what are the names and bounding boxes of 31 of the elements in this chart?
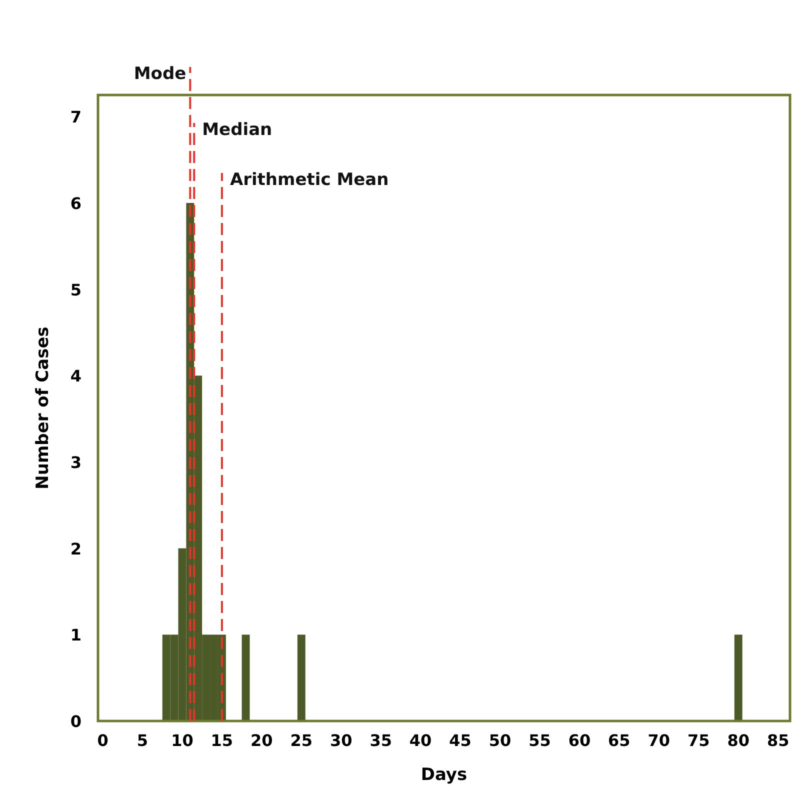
x-tick-label: 10 — [171, 731, 194, 750]
x-tick-label: 75 — [688, 731, 710, 750]
x-tick-label: 35 — [370, 731, 392, 750]
ref-line-label: Median — [202, 120, 272, 140]
x-tick-label: 40 — [409, 731, 432, 750]
ref-line-label: Arithmetic Mean — [230, 170, 389, 190]
x-tick-label: 45 — [449, 731, 472, 750]
y-tick-label: 2 — [70, 539, 82, 558]
ref-line-label: Mode — [134, 64, 186, 84]
y-tick-label: 6 — [70, 194, 82, 213]
y-tick-label: 7 — [70, 108, 82, 127]
x-tick-label: 0 — [97, 731, 108, 750]
x-axis-title: Days — [420, 765, 468, 785]
x-tick-label: 60 — [568, 731, 591, 750]
y-axis-title: Number of Cases — [33, 326, 53, 490]
x-tick-label: 55 — [528, 731, 551, 750]
x-tick-label: 50 — [488, 731, 512, 750]
x-tick-label: 20 — [250, 731, 273, 750]
x-tick-label: 15 — [210, 731, 234, 750]
y-tick-label: 3 — [70, 452, 82, 472]
y-tick-label: 5 — [70, 280, 82, 300]
x-tick-label: 80 — [727, 731, 750, 750]
x-tick-label: 5 — [136, 731, 148, 750]
y-tick-label: 4 — [70, 366, 82, 386]
y-tick-label: 0 — [70, 712, 82, 731]
x-tick-label: 25 — [290, 731, 313, 750]
x-tick-label: 85 — [766, 731, 790, 750]
y-tick-label: 1 — [70, 626, 82, 645]
x-tick-label: 70 — [648, 731, 670, 750]
x-tick-label: 65 — [608, 731, 630, 750]
x-tick-label: 30 — [330, 731, 352, 750]
